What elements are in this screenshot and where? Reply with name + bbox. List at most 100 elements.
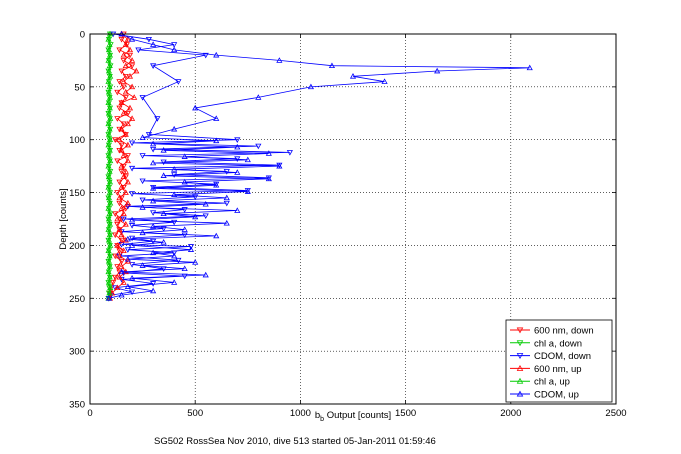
y-tick-label: 100 (69, 135, 85, 146)
series-cdom-up-point (187, 246, 195, 252)
series-cdom-down-point (129, 140, 136, 147)
series-cdom-up-point (276, 162, 283, 169)
series-chl-a-up-point (107, 115, 114, 121)
series-chl-a-up-point (106, 83, 113, 90)
series-chl-a-up-point (105, 120, 112, 127)
series-cdom-up-point (160, 172, 167, 178)
series-cdom-up-point (244, 188, 251, 194)
series-cdom-up-point (307, 83, 314, 90)
series-600-nm-up-point (124, 178, 131, 185)
series-600-nm-down-point (122, 73, 129, 80)
series-chl-a-up-point (105, 67, 113, 74)
series-600-nm-down-point (114, 190, 121, 196)
x-tick-label: 1000 (290, 408, 311, 419)
series-chl-a-up-point (106, 62, 113, 69)
x-tick-label: 500 (187, 408, 203, 419)
series-cdom-down-point (171, 42, 178, 48)
series-600-nm-down-point (122, 174, 129, 180)
x-axis-label: bb Output [counts] (315, 410, 391, 423)
series-chl-a-up-point (105, 162, 112, 169)
series-cdom-up-point (124, 283, 131, 289)
series-cdom-up-point (160, 210, 167, 217)
legend-cdom-down-label: CDOM, down (534, 351, 591, 362)
series-cdom-down-point (150, 210, 157, 216)
series-cdom-down-point (154, 116, 161, 122)
y-tick-label: 250 (69, 294, 85, 305)
series-cdom-up-point (349, 73, 357, 79)
series-600-nm-down-point (120, 58, 127, 64)
series-cdom-up-point (129, 242, 136, 248)
y-tick-label: 150 (69, 188, 85, 199)
series-600-nm-down-point (118, 169, 125, 175)
series-cdom-down-point (202, 213, 209, 220)
series-cdom-up-point (381, 78, 388, 84)
series-chl-a-up-point (105, 268, 112, 275)
legend-cdom-up-label: CDOM, up (534, 390, 579, 401)
series-chl-a-up-point (105, 110, 113, 116)
series-cdom-up-point (150, 249, 157, 256)
series-cdom-up-point (171, 166, 178, 172)
legend-chl-a-down-marker (516, 340, 524, 347)
series-cdom-up-point (192, 213, 199, 220)
series-chl-a-up-point (106, 273, 113, 280)
series-cdom-down-point (150, 63, 157, 69)
series-600-nm-down-point (116, 147, 123, 154)
legend-cdom-up: CDOM, up (510, 390, 579, 401)
series-cdom-down-point (145, 36, 152, 43)
series-600-nm-up-point (120, 173, 127, 180)
series-600-nm-down-point (118, 237, 125, 244)
plot-frame (89, 33, 617, 405)
series-600-nm-down-point (124, 110, 131, 117)
x-tick-label: 2500 (605, 408, 626, 419)
series-cdom-up-point (181, 178, 188, 185)
series-cdom-up-point (160, 147, 167, 153)
series-600-nm-down-point (116, 126, 123, 133)
series-cdom-up-point (265, 175, 272, 182)
series-cdom-up-point (118, 291, 125, 298)
series-600-nm-up-point (118, 263, 125, 269)
series-cdom-up-point (139, 262, 146, 268)
series-600-nm-up-point (120, 110, 127, 116)
series-600-nm-up-point (118, 99, 125, 106)
series-cdom-up-point (213, 232, 220, 239)
series-chl-a-up-point (106, 231, 113, 238)
series-600-nm-up-point (124, 157, 131, 164)
legend-600-nm-down-marker (516, 327, 524, 334)
series-chl-a-up-point (105, 88, 113, 95)
series-chl-a-up-point (106, 147, 113, 153)
series-600-nm-down-point (118, 68, 125, 75)
series-chl-a-up (105, 30, 114, 301)
series-600-nm-up-point (118, 205, 125, 211)
series-chl-a-up-point (107, 199, 114, 206)
series-cdom-up-point (213, 137, 220, 144)
x-tick-label: 2000 (500, 408, 521, 419)
series-cdom-down-point (286, 150, 293, 156)
series-chl-a-up-point (106, 189, 113, 195)
series-cdom-down-point (124, 203, 131, 210)
series-cdom-down-point (129, 235, 136, 242)
series-600-nm-up-point (129, 115, 136, 121)
series-cdom-down-point (112, 285, 119, 291)
legend-600-nm-down: 600 nm, down (510, 326, 594, 337)
y-axis-label: Depth [counts] (58, 188, 69, 249)
series-cdom-down-point (129, 262, 136, 268)
series-cdom-up-point (181, 265, 188, 272)
series-cdom-down-point (234, 137, 241, 143)
series-chl-a-up-point (105, 46, 113, 53)
series-chl-a-up-point (106, 104, 113, 111)
series-600-nm-up-point (124, 36, 131, 42)
series-600-nm-up-point (120, 210, 127, 217)
y-tick-label: 0 (80, 30, 85, 41)
series-cdom-up-point (234, 143, 241, 150)
series-cdom-down-point (175, 79, 182, 85)
series-cdom-up-point (213, 51, 220, 58)
series-chl-a-up-point (106, 289, 113, 296)
series-chl-a-up-point (106, 125, 113, 132)
x-axis-label-rest: Output [counts] (324, 410, 391, 421)
series-cdom-up-point (139, 134, 146, 140)
series-cdom-up-point (265, 150, 272, 156)
series-600-nm-up-point (118, 147, 125, 153)
series-600-nm-down-point (120, 84, 127, 91)
series-600-nm-up-point (122, 189, 129, 195)
x-axis-label-b: b (315, 410, 320, 421)
